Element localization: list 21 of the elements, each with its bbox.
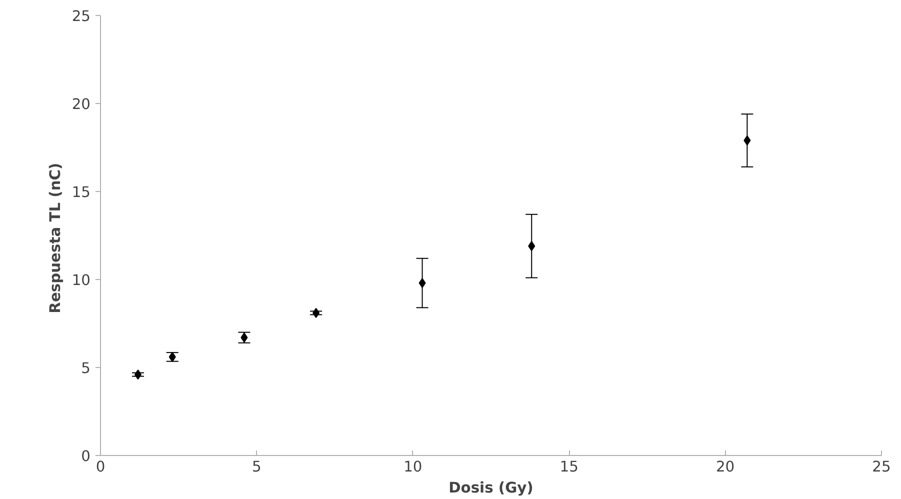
- point: [312, 308, 320, 318]
- y-tick-label: 5: [81, 360, 91, 377]
- y-tick-label: 25: [72, 8, 91, 25]
- y-tick-label: 20: [72, 96, 91, 113]
- y-axis-title: Respuesta TL (nC): [46, 162, 64, 314]
- x-tick-label: 0: [96, 458, 106, 476]
- x-tick-label: 20: [716, 458, 735, 476]
- point: [418, 278, 426, 288]
- point: [168, 352, 176, 362]
- point: [240, 332, 248, 343]
- y-tick-label: 10: [72, 272, 91, 289]
- x-tick-label: 25: [872, 458, 891, 476]
- y-tick-label: 0: [81, 448, 91, 465]
- x-axis-title: Dosis (Gy): [448, 480, 534, 496]
- point: [744, 135, 751, 146]
- x-tick-label: 10: [404, 458, 422, 476]
- x-tick-label: 15: [560, 458, 578, 476]
- point: [528, 241, 536, 252]
- x-tick-label: 5: [252, 458, 262, 476]
- y-tick-label: 15: [72, 184, 91, 201]
- point: [134, 370, 142, 380]
